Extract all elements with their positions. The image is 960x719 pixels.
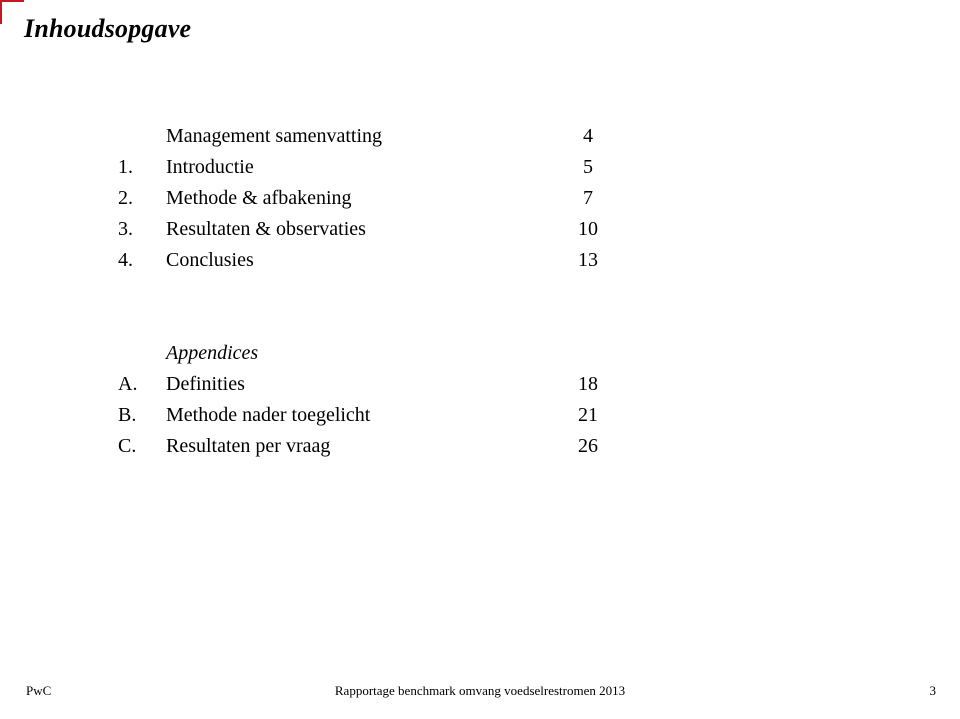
toc-row-label: Resultaten & observaties — [166, 218, 558, 241]
toc-row-label: Conclusies — [166, 249, 558, 272]
toc-appendix-row: B. Methode nader toegelicht 21 — [118, 404, 618, 427]
toc-row: 2. Methode & afbakening 7 — [118, 187, 618, 210]
toc-row-num: 4. — [118, 249, 166, 272]
toc-row-label: Methode & afbakening — [166, 187, 558, 210]
toc-row-label: Methode nader toegelicht — [166, 404, 558, 427]
footer-center: Rapportage benchmark omvang voedselrestr… — [0, 683, 960, 699]
toc-row-label: Introductie — [166, 156, 558, 179]
toc-row-num: C. — [118, 435, 166, 458]
table-of-contents: Management samenvatting 4 1. Introductie… — [118, 125, 618, 466]
toc-row-page: 21 — [558, 404, 618, 427]
toc-row-num: 3. — [118, 218, 166, 241]
appendices-heading-label: Appendices — [166, 342, 258, 364]
toc-row-page: 18 — [558, 373, 618, 396]
page: Inhoudsopgave Management samenvatting 4 … — [0, 0, 960, 719]
toc-row-label: Management samenvatting — [166, 125, 558, 148]
footer-page-number: 3 — [930, 683, 937, 699]
toc-row-label: Resultaten per vraag — [166, 435, 558, 458]
toc-appendix-row: C. Resultaten per vraag 26 — [118, 435, 618, 458]
toc-row-num: B. — [118, 404, 166, 427]
toc-row: 3. Resultaten & observaties 10 — [118, 218, 618, 241]
toc-row-page: 13 — [558, 249, 618, 272]
toc-row-num: 2. — [118, 187, 166, 210]
corner-accent — [0, 0, 24, 24]
toc-row: Management samenvatting 4 — [118, 125, 618, 148]
toc-row-num: 1. — [118, 156, 166, 179]
toc-row: 4. Conclusies 13 — [118, 249, 618, 272]
page-title: Inhoudsopgave — [24, 14, 191, 44]
toc-row-num: A. — [118, 373, 166, 396]
toc-row-label: Definities — [166, 373, 558, 396]
toc-row-page: 7 — [558, 187, 618, 210]
appendices-heading: Appendices — [118, 342, 618, 365]
toc-row-page: 4 — [558, 125, 618, 148]
toc-row-page: 5 — [558, 156, 618, 179]
toc-appendix-row: A. Definities 18 — [118, 373, 618, 396]
toc-row: 1. Introductie 5 — [118, 156, 618, 179]
toc-row-page: 10 — [558, 218, 618, 241]
toc-row-page: 26 — [558, 435, 618, 458]
